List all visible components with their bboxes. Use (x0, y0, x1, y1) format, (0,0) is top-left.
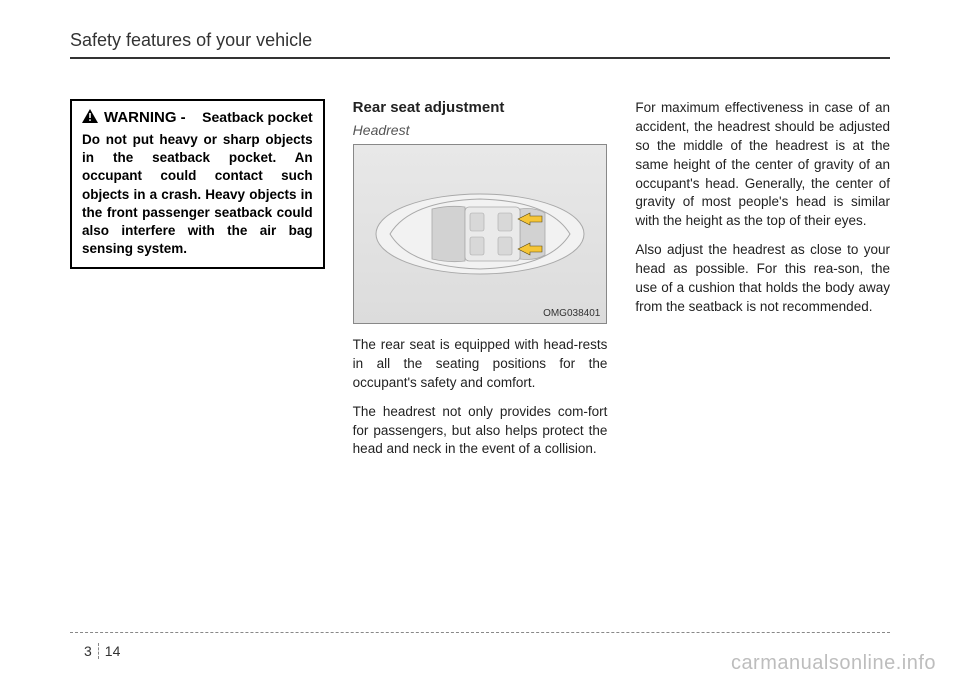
section-subheading: Headrest (353, 122, 608, 138)
car-top-diagram (370, 179, 590, 289)
column-3: For maximum effectiveness in case of an … (635, 99, 890, 469)
paragraph: The rear seat is equipped with head-rest… (353, 336, 608, 393)
figure-car-top: OMG038401 (353, 144, 608, 324)
figure-caption: OMG038401 (543, 308, 600, 319)
warning-triangle-icon (82, 109, 98, 127)
content-columns: WARNING - Seatback pocket Do not put hea… (70, 99, 890, 469)
column-1: WARNING - Seatback pocket Do not put hea… (70, 99, 325, 469)
footer-divider (70, 632, 890, 633)
column-2: Rear seat adjustment Headrest (353, 99, 608, 469)
page-number-value: 14 (105, 643, 121, 659)
warning-header: WARNING - Seatback pocket (82, 109, 313, 127)
section-heading: Rear seat adjustment (353, 99, 608, 116)
section-number: 3 (84, 643, 99, 659)
chapter-title: Safety features of your vehicle (70, 30, 890, 59)
manual-page: Safety features of your vehicle WARNING … (0, 0, 960, 689)
warning-box: WARNING - Seatback pocket Do not put hea… (70, 99, 325, 269)
watermark: carmanualsonline.info (731, 652, 936, 675)
paragraph: Also adjust the headrest as close to you… (635, 241, 890, 317)
paragraph: For maximum effectiveness in case of an … (635, 99, 890, 231)
page-number: 3 14 (84, 643, 120, 659)
warning-label: WARNING - (104, 109, 186, 126)
warning-sublabel: Seatback pocket (192, 109, 313, 125)
paragraph: The headrest not only provides com-fort … (353, 403, 608, 460)
warning-body: Do not put heavy or sharp objects in the… (82, 131, 313, 259)
